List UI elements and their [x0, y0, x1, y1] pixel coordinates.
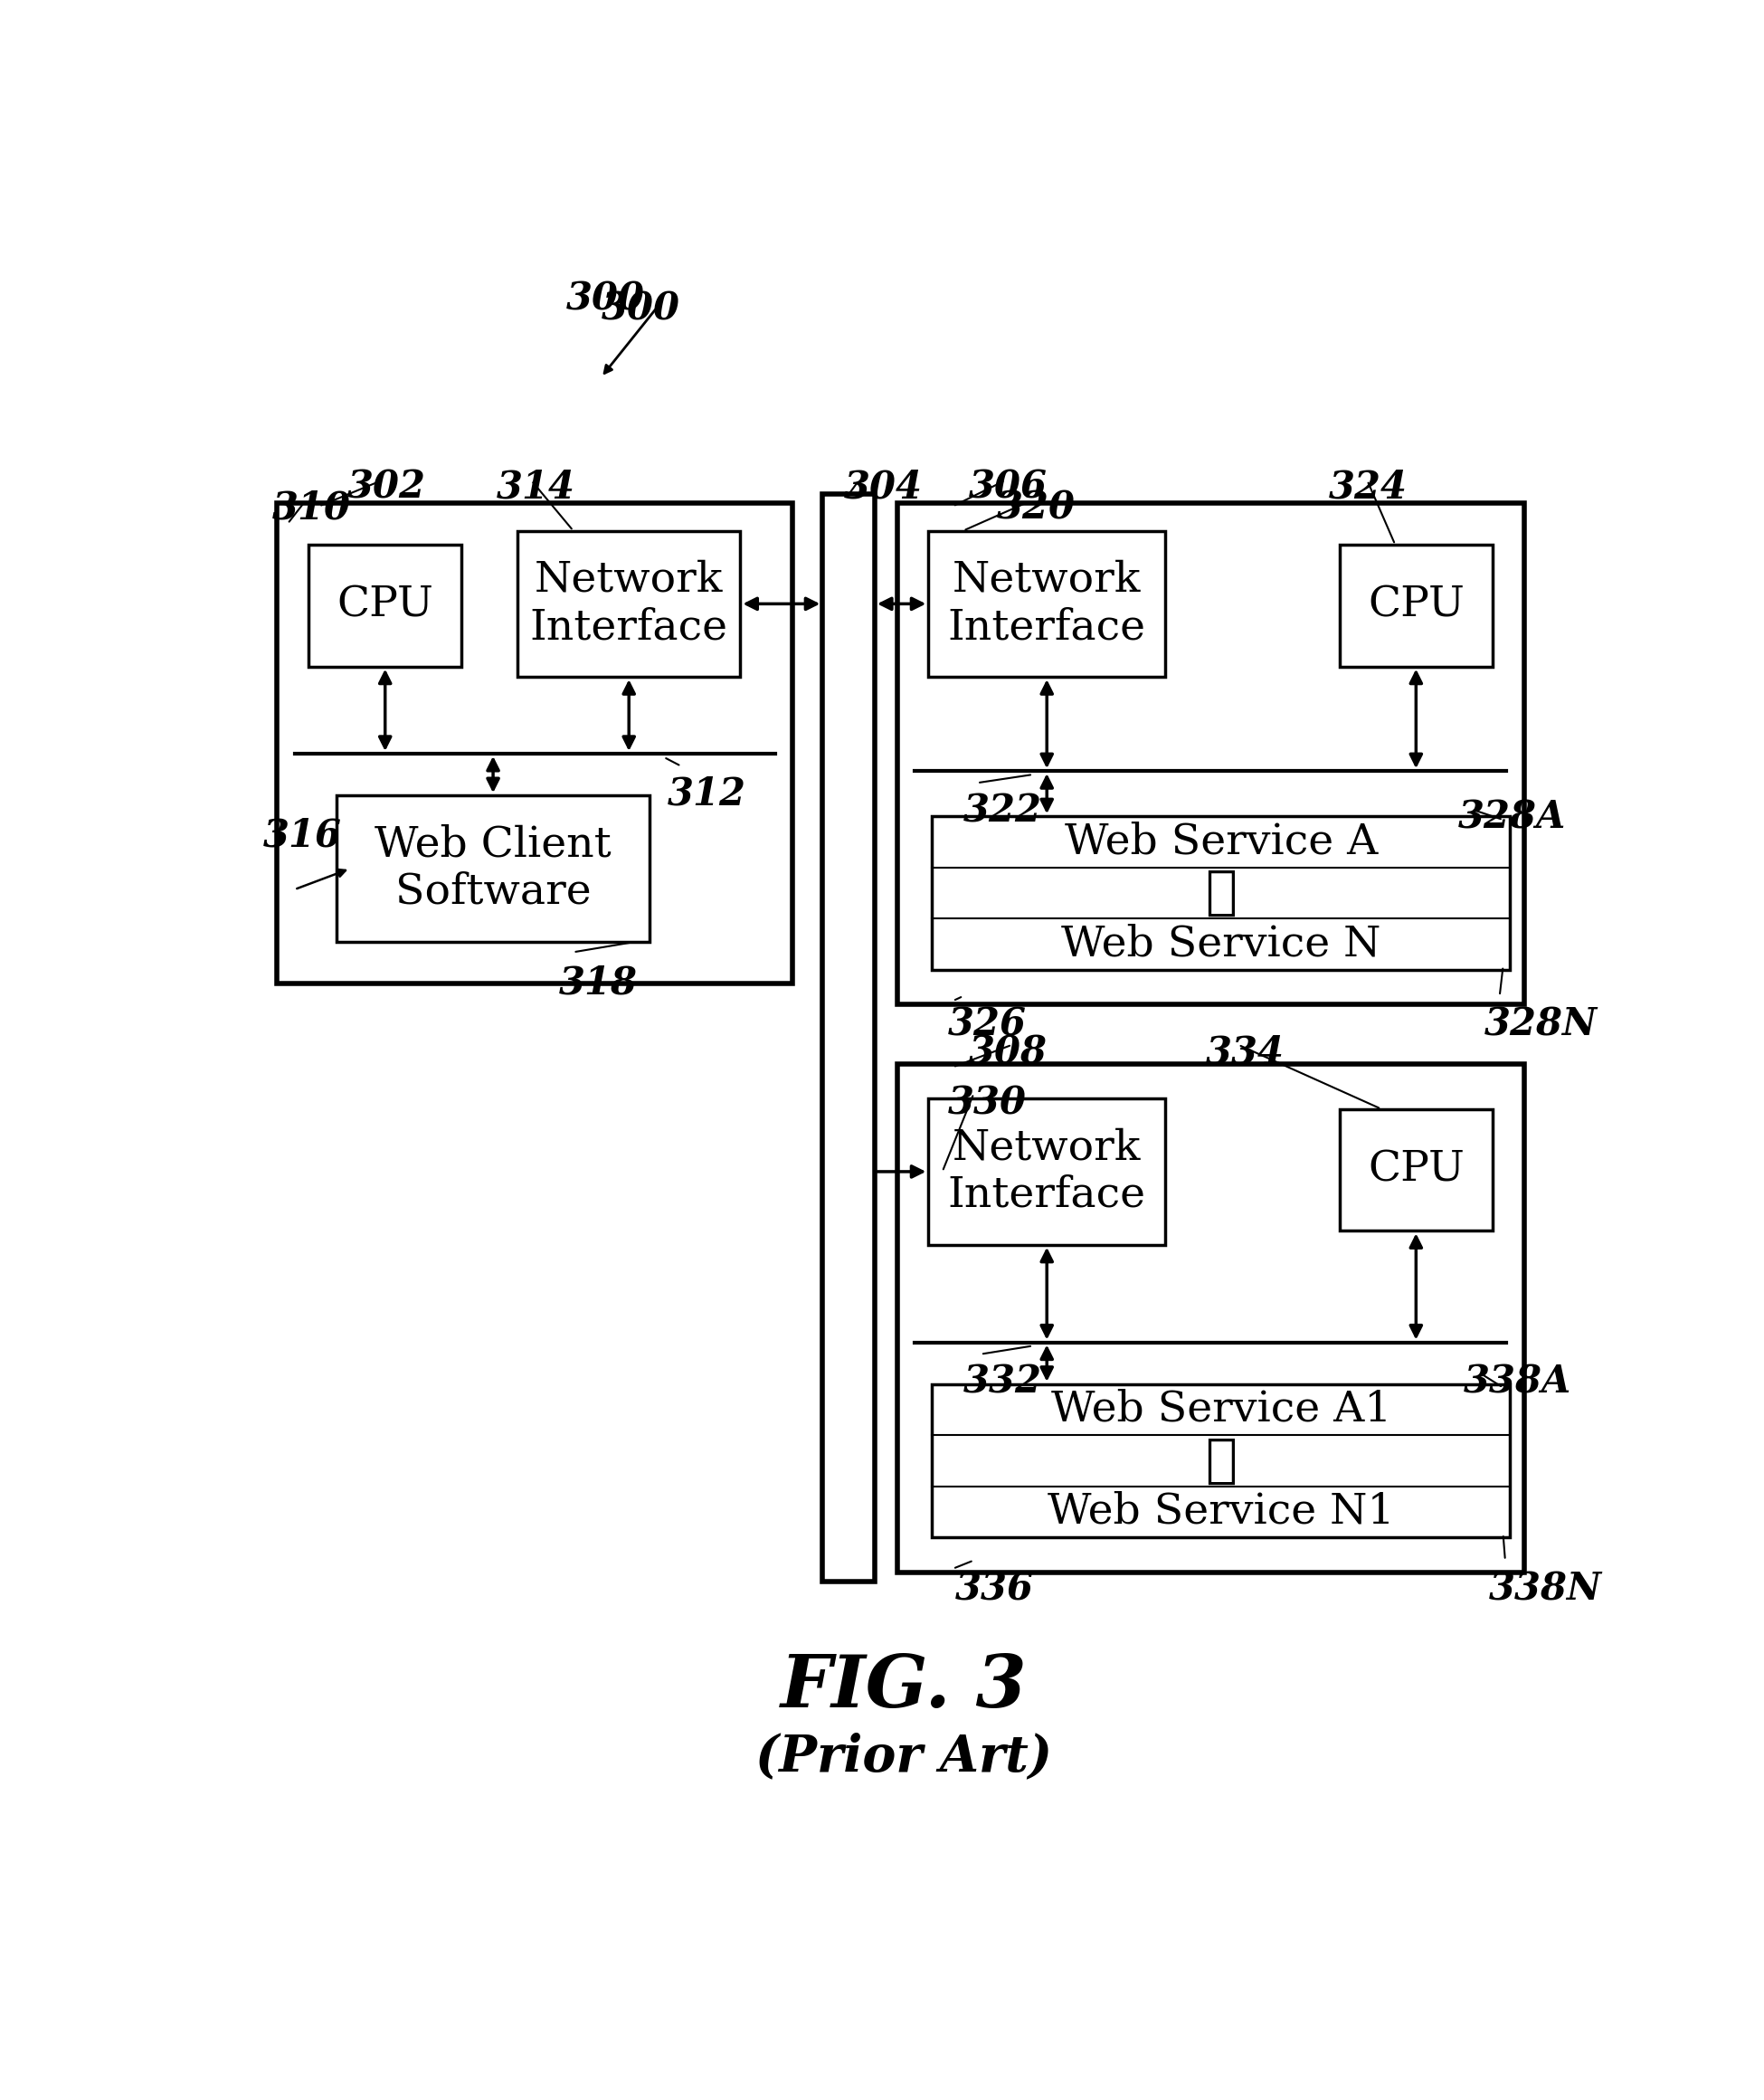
Bar [931, 1384, 1510, 1537]
Text: Web Service A: Web Service A [1064, 821, 1378, 863]
Bar [898, 502, 1524, 1004]
Bar [1339, 544, 1492, 666]
Text: 304: 304 [843, 468, 923, 506]
Text: 320: 320 [997, 489, 1076, 527]
Text: 316: 316 [263, 817, 342, 855]
Text: 330: 330 [947, 1084, 1027, 1124]
Bar [822, 493, 875, 1581]
Text: CPU: CPU [1367, 1149, 1464, 1191]
Text: 308: 308 [968, 1033, 1048, 1071]
Bar [337, 796, 649, 941]
Text: (Prior Art): (Prior Art) [755, 1732, 1053, 1781]
Text: 338N: 338N [1489, 1571, 1602, 1609]
Text: 310: 310 [272, 489, 351, 527]
Text: 300: 300 [566, 279, 646, 317]
Bar [277, 502, 792, 983]
Text: CPU: CPU [1367, 586, 1464, 626]
Text: 336: 336 [954, 1571, 1034, 1609]
Text: Web Client
Software: Web Client Software [374, 825, 612, 914]
Text: Web Service N1: Web Service N1 [1048, 1491, 1395, 1533]
Text: 322: 322 [963, 792, 1043, 830]
Text: 302: 302 [348, 468, 425, 506]
Text: 328N: 328N [1484, 1006, 1598, 1044]
Text: FIG. 3: FIG. 3 [781, 1653, 1027, 1722]
Bar [309, 544, 462, 666]
Text: Network
Interface: Network Interface [529, 561, 729, 649]
Text: 326: 326 [947, 1006, 1027, 1044]
Text: 318: 318 [559, 964, 639, 1002]
Text: 324: 324 [1328, 468, 1408, 506]
Text: Web Service N: Web Service N [1062, 924, 1381, 964]
Bar [517, 531, 741, 676]
Text: 334: 334 [1205, 1033, 1284, 1071]
Text: ⋮: ⋮ [1205, 1436, 1237, 1487]
Text: 338A: 338A [1464, 1363, 1572, 1401]
Text: 332: 332 [963, 1363, 1043, 1401]
Text: 312: 312 [667, 775, 746, 813]
Text: 328A: 328A [1457, 798, 1566, 838]
Text: Network
Interface: Network Interface [947, 561, 1147, 649]
Text: 314: 314 [497, 468, 575, 506]
Text: Network
Interface: Network Interface [947, 1128, 1147, 1216]
Bar [928, 531, 1166, 676]
Text: 300: 300 [602, 290, 679, 328]
Text: Web Service A1: Web Service A1 [1051, 1390, 1392, 1430]
Text: CPU: CPU [337, 586, 434, 626]
Bar [931, 817, 1510, 970]
Text: 306: 306 [968, 468, 1048, 506]
Bar [898, 1063, 1524, 1573]
Bar [928, 1098, 1166, 1245]
Bar [1339, 1109, 1492, 1231]
Text: ⋮: ⋮ [1205, 867, 1237, 918]
